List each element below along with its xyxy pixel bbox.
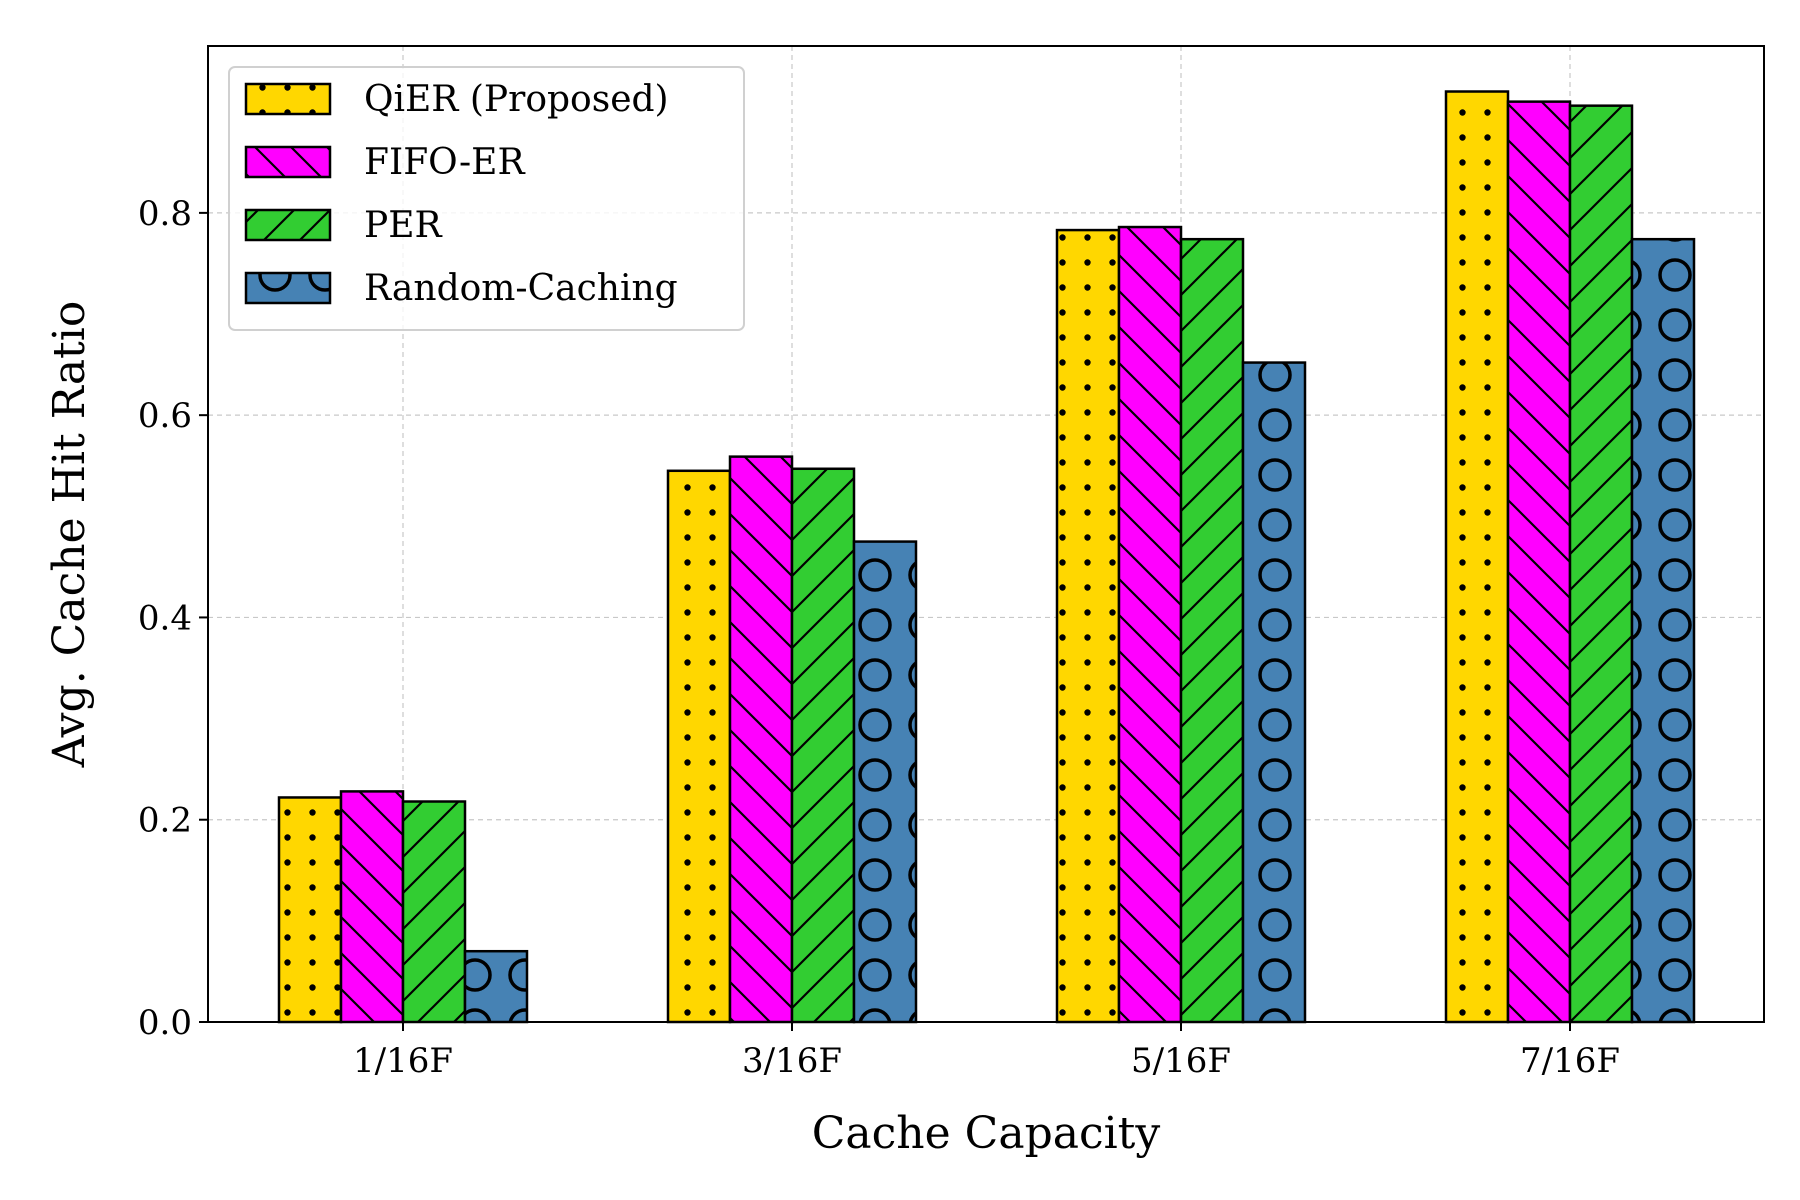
bar-dots bbox=[277, 796, 343, 1024]
bar-circles bbox=[1630, 237, 1696, 1024]
x-tick-label: 7/16F bbox=[1520, 1041, 1620, 1081]
bar-hatch bbox=[1241, 361, 1307, 1024]
bar-dots bbox=[1444, 90, 1510, 1024]
legend-item: QiER (Proposed) bbox=[244, 79, 669, 120]
bar-hatch bbox=[1444, 90, 1510, 1024]
bar-hatch bbox=[728, 455, 794, 1024]
plot-frame bbox=[207, 45, 1765, 1023]
legend-frame bbox=[228, 66, 745, 331]
bars bbox=[277, 90, 1696, 1024]
bar-hatch bbox=[401, 800, 467, 1024]
legend-label: FIFO-ER bbox=[364, 142, 525, 183]
bar-hatch bbox=[1179, 237, 1245, 1024]
bar-slash bbox=[401, 800, 467, 1024]
legend-item: FIFO-ER bbox=[244, 142, 525, 183]
x-tick-label: 5/16F bbox=[1131, 1041, 1231, 1081]
legend-item: PER bbox=[244, 205, 443, 246]
bar-circles bbox=[463, 949, 529, 1024]
y-tick-label: 0.8 bbox=[138, 194, 192, 234]
legend-swatch-hatch bbox=[244, 208, 332, 242]
bar-hatch bbox=[852, 540, 918, 1024]
x-tick-label: 3/16F bbox=[742, 1041, 842, 1081]
bar-circles bbox=[1241, 361, 1307, 1024]
bar-backslash bbox=[1117, 225, 1183, 1024]
bar-backslash bbox=[728, 455, 794, 1024]
bar-circles bbox=[852, 540, 918, 1024]
legend-swatch-hatch bbox=[244, 145, 332, 179]
legend-label: QiER (Proposed) bbox=[364, 79, 669, 120]
y-tick-label: 0.0 bbox=[138, 1003, 192, 1043]
axis-ticks: 0.0 0.2 0.4 0.6 0.8 1/16F 3/16F 5/16F 7/16F bbox=[138, 194, 1620, 1081]
legend-label: PER bbox=[364, 205, 443, 246]
y-tick-label: 0.2 bbox=[138, 801, 192, 841]
bar-hatch bbox=[463, 949, 529, 1024]
y-tick-label: 0.4 bbox=[138, 598, 192, 638]
y-axis-label: Avg. Cache Hit Ratio bbox=[44, 301, 95, 769]
bar-hatch bbox=[1506, 100, 1572, 1024]
bar-slash bbox=[790, 467, 856, 1024]
x-axis-label: Cache Capacity bbox=[812, 1108, 1161, 1159]
bar-hatch bbox=[277, 796, 343, 1024]
bar-hatch bbox=[1117, 225, 1183, 1024]
bar-hatch bbox=[1055, 228, 1121, 1024]
legend: QiER (Proposed) FIFO-ER PER Random-Caching bbox=[228, 66, 745, 331]
legend-swatch-hatch bbox=[244, 82, 332, 116]
bar-hatch bbox=[1630, 237, 1696, 1024]
bar-hatch bbox=[339, 790, 405, 1024]
x-tick-label: 1/16F bbox=[353, 1041, 453, 1081]
bar-dots bbox=[1055, 228, 1121, 1024]
bar-hatch bbox=[666, 469, 732, 1024]
bar-backslash bbox=[1506, 100, 1572, 1024]
bar-slash bbox=[1568, 104, 1634, 1024]
bar-dots bbox=[666, 469, 732, 1024]
legend-item: Random-Caching bbox=[244, 268, 678, 309]
bar-hatch bbox=[1568, 104, 1634, 1024]
legend-swatch-hatch bbox=[244, 271, 332, 305]
y-tick-label: 0.6 bbox=[138, 396, 192, 436]
bar-hatch bbox=[790, 467, 856, 1024]
bar-slash bbox=[1179, 237, 1245, 1024]
legend-label: Random-Caching bbox=[364, 268, 678, 309]
bar-backslash bbox=[339, 790, 405, 1024]
